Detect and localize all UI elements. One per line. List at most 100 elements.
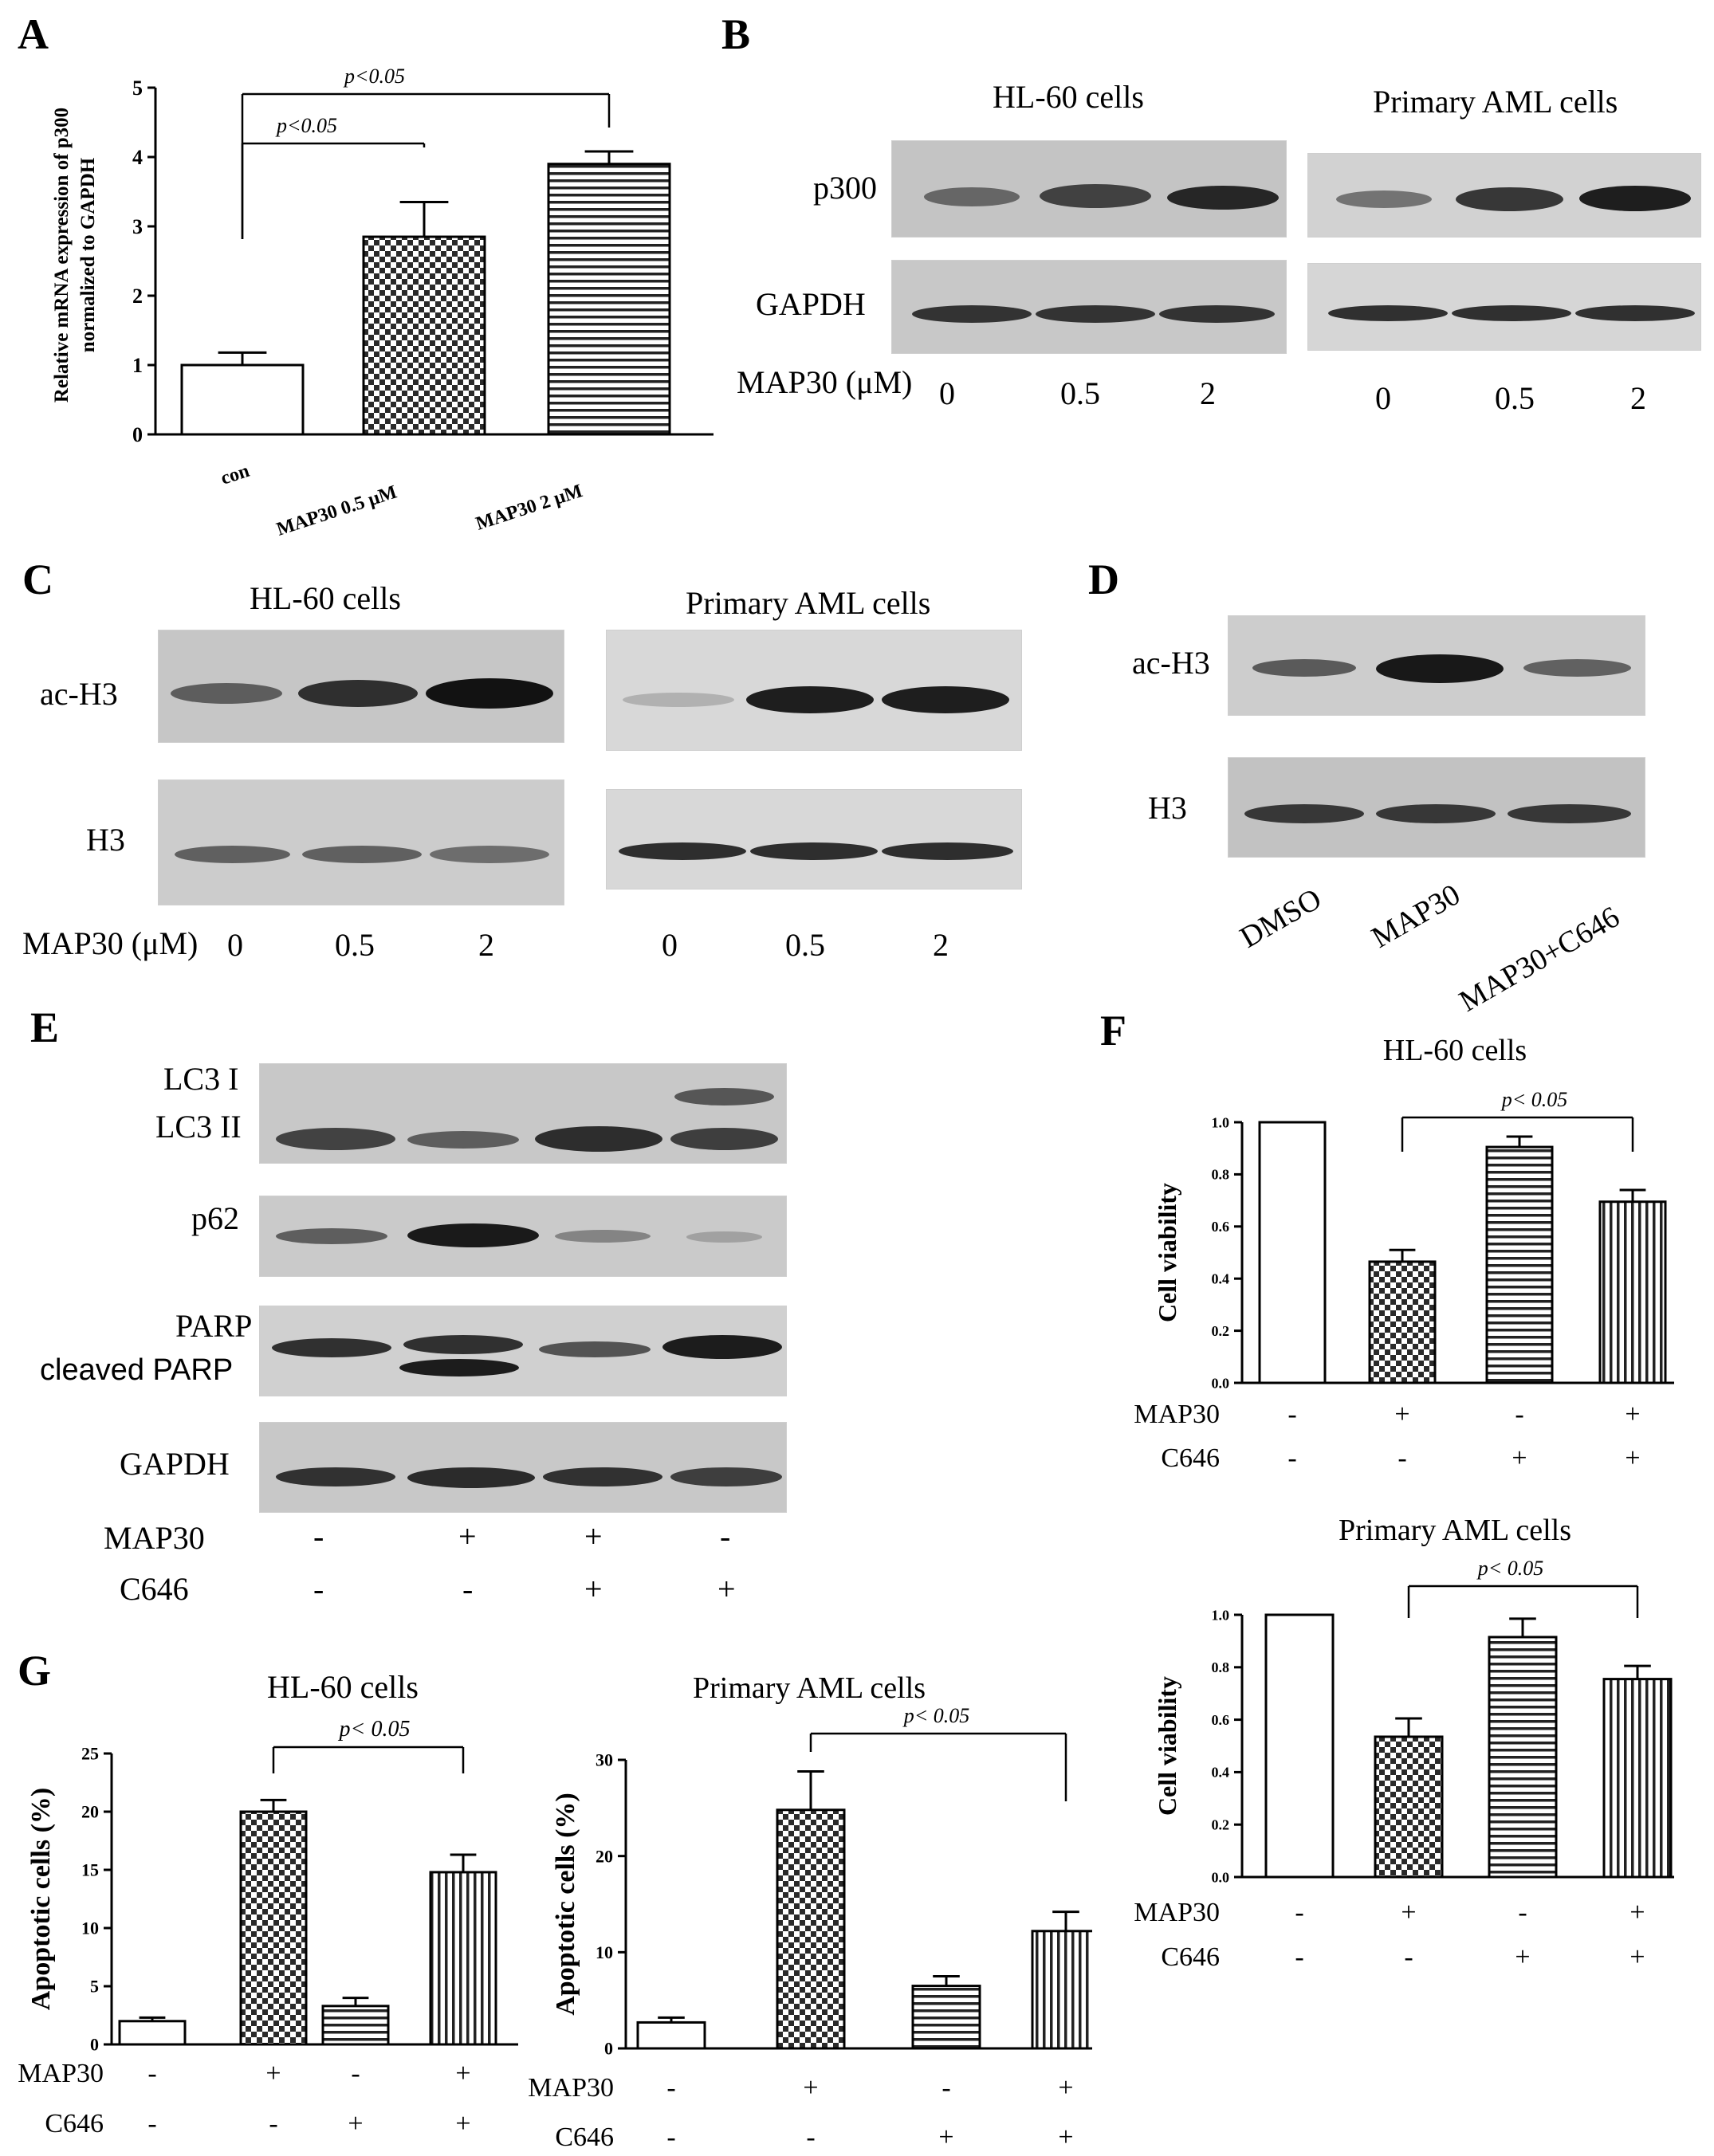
band bbox=[171, 683, 282, 704]
y-axis-label: Cell viability bbox=[1153, 1676, 1181, 1816]
panel-e-blot-gapdh bbox=[259, 1422, 787, 1513]
panel-b-dose-aml-0: 0 bbox=[1375, 380, 1391, 416]
band bbox=[1252, 659, 1356, 677]
y-tick-label: 0 bbox=[132, 423, 143, 446]
band bbox=[1376, 804, 1496, 823]
panel-b-dose-hl60-0: 0 bbox=[939, 375, 955, 411]
y-tick-label: 4 bbox=[132, 146, 143, 169]
band bbox=[276, 1128, 395, 1150]
band bbox=[1159, 305, 1275, 323]
panel-e-row-cleaved-parp: cleaved PARP bbox=[40, 1353, 234, 1387]
panel-d-lane-labels: DMSO MAP30 MAP30+C646 bbox=[1235, 878, 1626, 1019]
sig-label: p<0.05 bbox=[275, 114, 337, 137]
map30-sign: + bbox=[265, 2059, 281, 2088]
band bbox=[407, 1467, 535, 1488]
c646-label: C646 bbox=[1161, 1443, 1220, 1473]
panel-e-map30-label: MAP30 bbox=[104, 1520, 205, 1556]
category-label: con bbox=[218, 461, 252, 489]
band bbox=[912, 305, 1032, 323]
c646-sign: + bbox=[938, 2123, 953, 2152]
y-tick-label: 0.2 bbox=[1212, 1817, 1230, 1833]
band bbox=[1508, 804, 1631, 823]
y-tick-label: 0.2 bbox=[1212, 1323, 1230, 1339]
c646-label: C646 bbox=[1161, 1942, 1220, 1972]
map30-sign: - bbox=[351, 2059, 360, 2088]
band bbox=[430, 846, 549, 863]
y-axis-label: Apoptotic cells (%) bbox=[551, 1793, 580, 2016]
y-tick-label: 0.8 bbox=[1212, 1167, 1230, 1183]
band bbox=[1452, 305, 1571, 321]
c646-sign: + bbox=[348, 2109, 363, 2138]
bar bbox=[180, 363, 305, 436]
map30-label: MAP30 bbox=[528, 2073, 614, 2103]
y-axis-label: Cell viability bbox=[1153, 1183, 1181, 1322]
panel-a-chart: Relative mRNA expression of p300 normali… bbox=[51, 65, 714, 540]
band bbox=[272, 1338, 391, 1357]
panel-e-row-p62: p62 bbox=[191, 1200, 239, 1236]
c646-sign: - bbox=[806, 2123, 815, 2152]
panel-e-c646-sign-2: - bbox=[462, 1571, 474, 1607]
bar bbox=[1258, 1121, 1327, 1384]
y-tick-label: 20 bbox=[81, 1802, 99, 1822]
panel-g-aml-chart: 0 10 20 30 Apoptotic cells (%) Primary AML ce… bbox=[528, 1671, 1092, 2152]
panel-d-blot-h3 bbox=[1228, 757, 1645, 858]
y-tick-label: 3 bbox=[132, 215, 143, 238]
panel-b-row-gapdh: GAPDH bbox=[756, 286, 866, 322]
band bbox=[407, 1131, 519, 1149]
panel-e-blot-parp bbox=[259, 1306, 787, 1396]
c646-sign: + bbox=[455, 2109, 470, 2138]
band bbox=[882, 842, 1013, 860]
c646-sign: - bbox=[1398, 1443, 1406, 1473]
map30-sign: - bbox=[666, 2073, 675, 2103]
panel-e-letter: E bbox=[30, 1003, 60, 1051]
y-tick-label: 0.0 bbox=[1212, 1375, 1230, 1391]
y-tick-label: 0.6 bbox=[1212, 1712, 1230, 1728]
panel-b-dose-aml-05: 0.5 bbox=[1495, 380, 1535, 416]
map30-label: MAP30 bbox=[1134, 1400, 1220, 1429]
panel-b-letter: B bbox=[721, 10, 751, 58]
y-tick-label: 1.0 bbox=[1212, 1114, 1230, 1130]
map30-sign: + bbox=[1401, 1898, 1416, 1927]
y-tick-label: 1.0 bbox=[1212, 1607, 1230, 1623]
bar bbox=[1368, 1260, 1437, 1384]
c646-sign: - bbox=[147, 2109, 156, 2138]
band bbox=[403, 1335, 523, 1354]
y-tick-label: 10 bbox=[81, 1918, 99, 1938]
panel-c-blot-hl60-h3 bbox=[158, 780, 564, 905]
panel-c-title-hl60: HL-60 cells bbox=[250, 580, 401, 616]
panel-e-c646-label: C646 bbox=[120, 1571, 189, 1607]
band bbox=[1244, 804, 1364, 823]
band bbox=[1579, 186, 1691, 211]
map30-sign: + bbox=[455, 2059, 470, 2088]
band bbox=[686, 1231, 762, 1243]
map30-sign: + bbox=[1058, 2073, 1073, 2103]
band bbox=[670, 1128, 778, 1150]
bar bbox=[1031, 1930, 1092, 2050]
y-tick-label: 5 bbox=[132, 77, 143, 100]
panel-a-letter: A bbox=[18, 10, 49, 58]
c646-sign: - bbox=[1287, 1443, 1296, 1473]
y-tick-label: 0.4 bbox=[1212, 1765, 1230, 1781]
band bbox=[1575, 305, 1695, 321]
map30-sign: - bbox=[1515, 1400, 1523, 1429]
y-tick-label: 30 bbox=[596, 1750, 613, 1770]
y-tick-label: 0.4 bbox=[1212, 1271, 1230, 1287]
panel-e-row-lc3-2: LC3 II bbox=[155, 1109, 242, 1145]
y-tick-label: 0 bbox=[90, 2035, 99, 2055]
panel-b-blot-aml-p300 bbox=[1307, 153, 1701, 238]
panel-c-dose-aml-2: 2 bbox=[933, 927, 949, 963]
band bbox=[924, 187, 1020, 206]
bar bbox=[362, 235, 486, 436]
band bbox=[1456, 187, 1563, 211]
panel-b-blot-aml-gapdh bbox=[1307, 263, 1701, 351]
y-tick-label: 0.6 bbox=[1212, 1219, 1230, 1235]
panel-e-row-parp: PARP bbox=[175, 1308, 253, 1344]
panel-e-map30-sign-1: - bbox=[313, 1518, 324, 1554]
band bbox=[1336, 190, 1432, 208]
panel-c-dose-hl60-0: 0 bbox=[227, 927, 243, 963]
band bbox=[539, 1341, 651, 1357]
panel-g-hl60-chart: 0 5 10 15 20 25 Apoptotic cells (%) HL-60 cells… bbox=[18, 1669, 518, 2138]
map30-sign: + bbox=[1394, 1400, 1409, 1429]
band bbox=[670, 1467, 782, 1486]
band bbox=[276, 1228, 387, 1244]
